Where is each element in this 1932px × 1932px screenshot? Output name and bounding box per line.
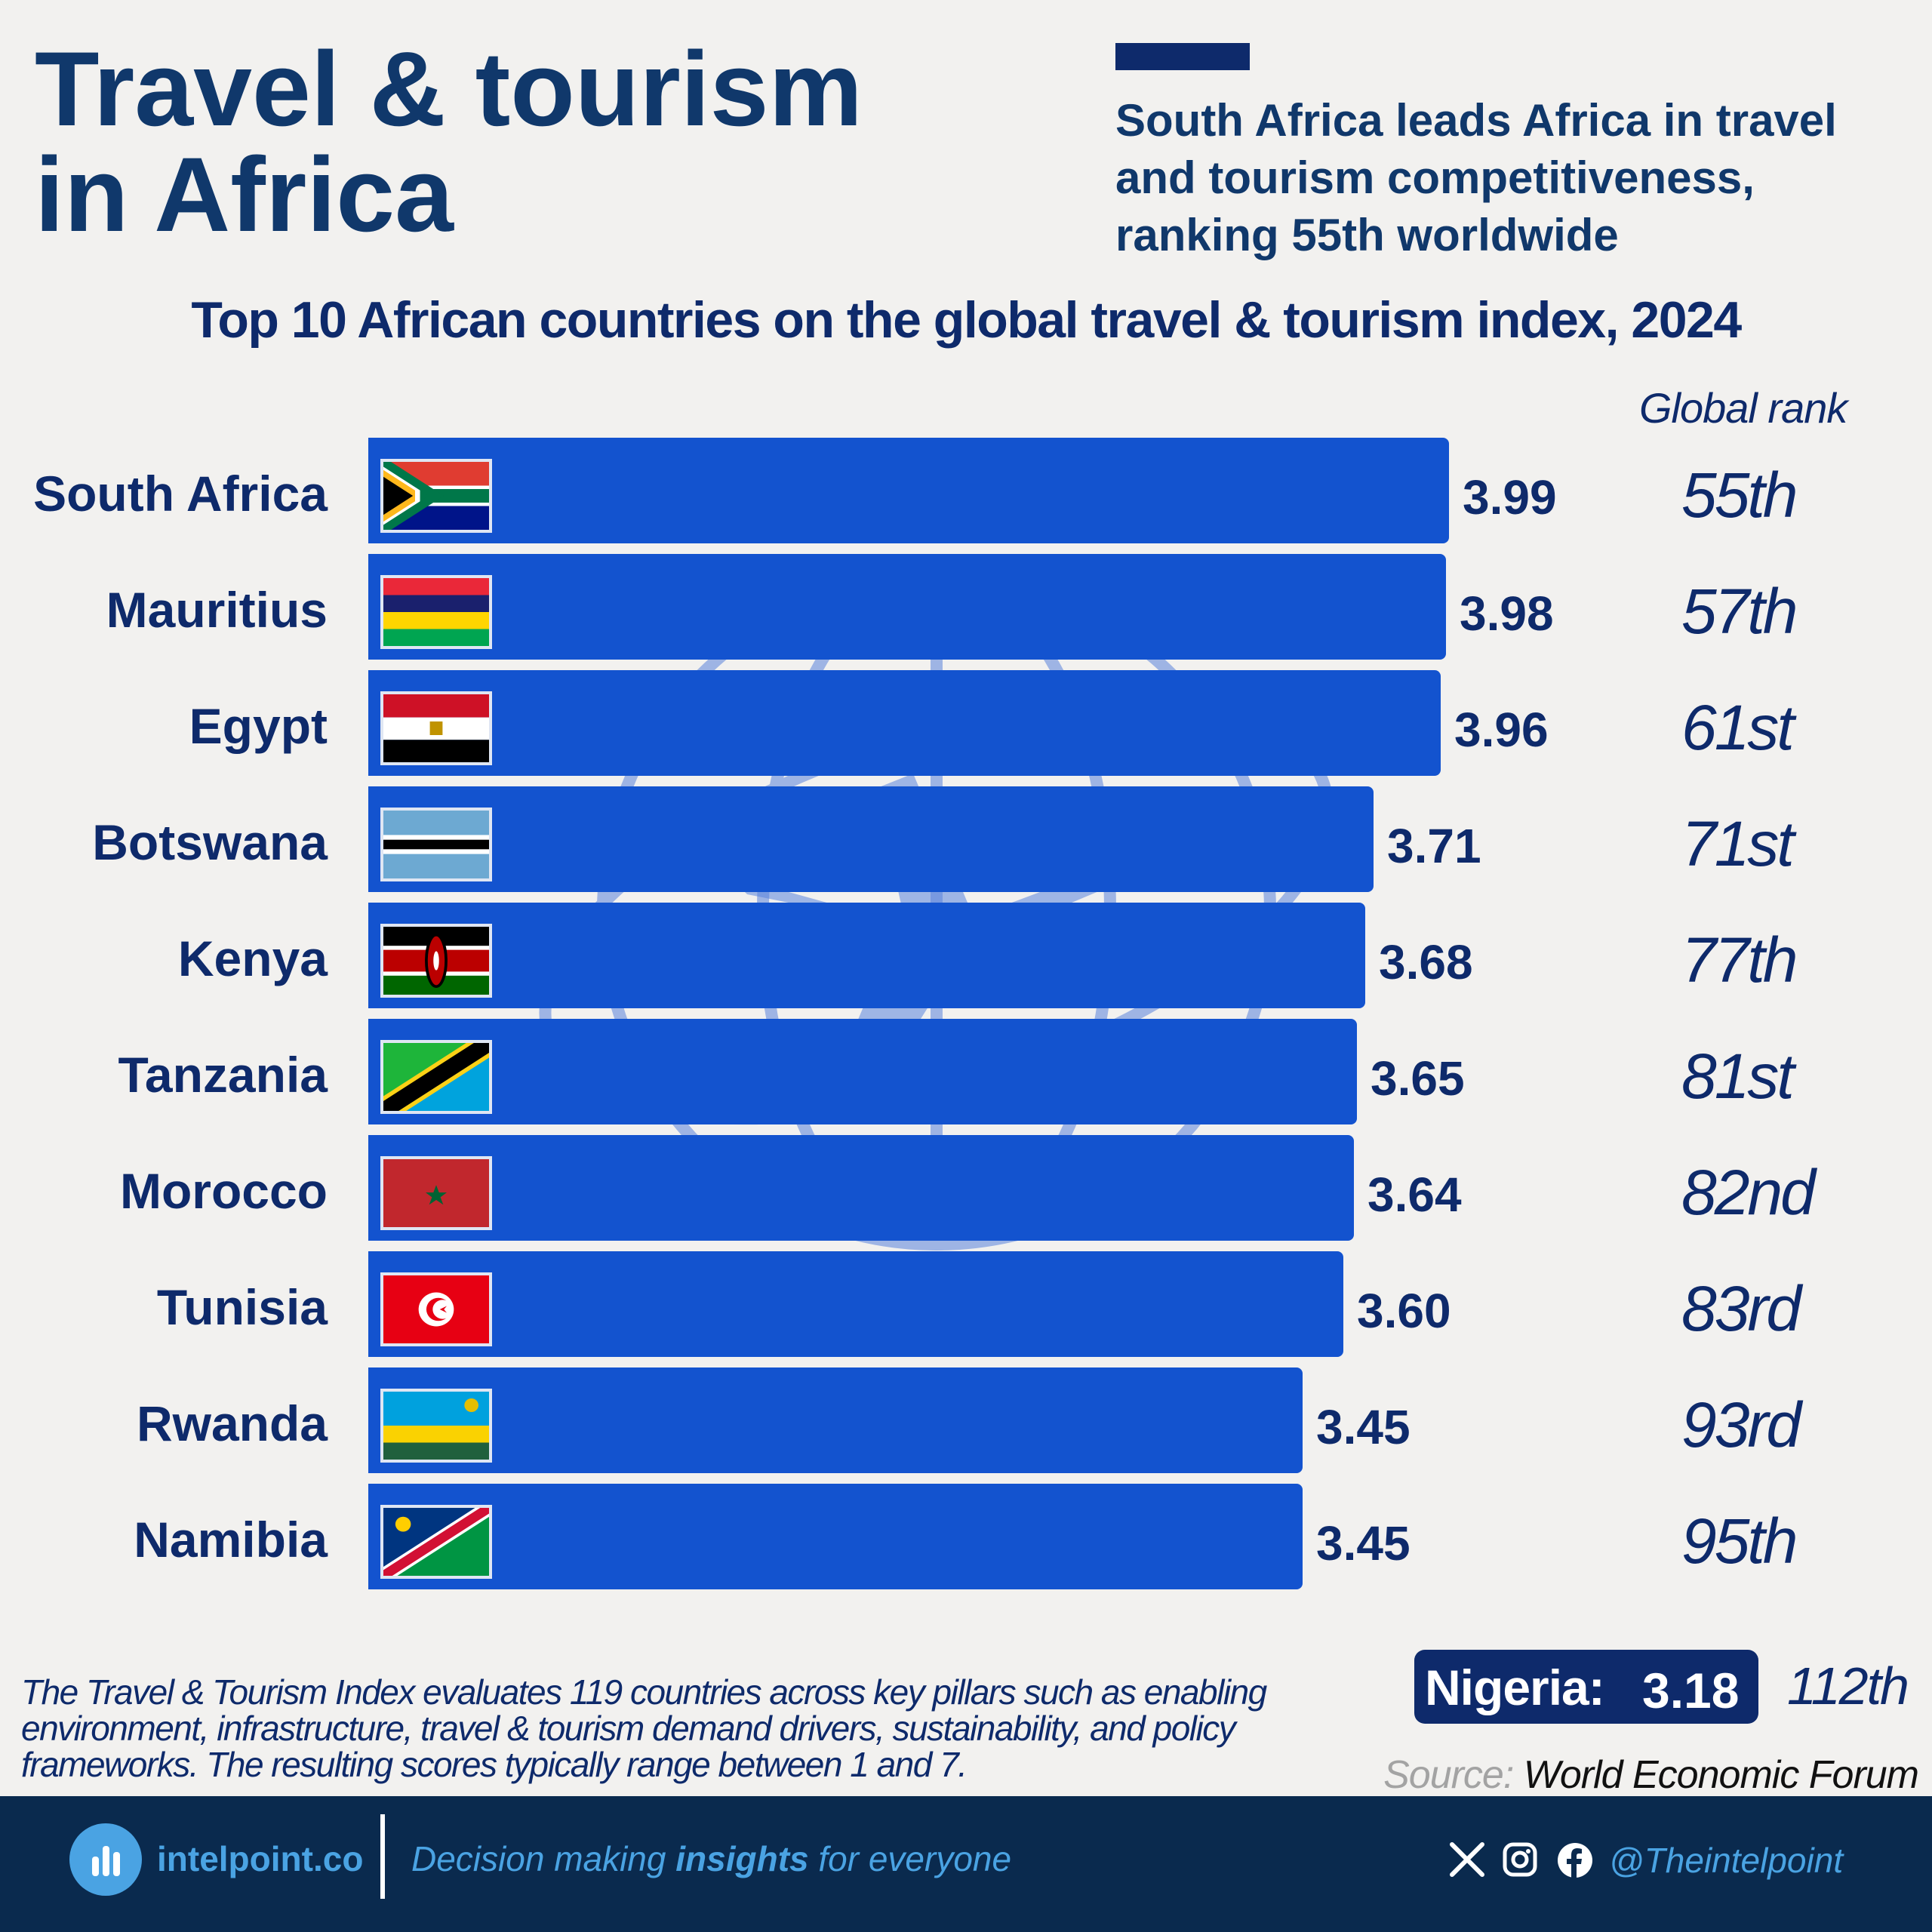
bar <box>368 1367 1303 1473</box>
tagline-pre: Decision making <box>411 1839 676 1878</box>
value-label: 3.64 <box>1367 1168 1462 1222</box>
category-label: Morocco <box>119 1163 328 1219</box>
value-label: 3.68 <box>1379 935 1473 989</box>
bar-chart: South Africa 3.99 55th Mauritius 3.98 57th Egy… <box>0 438 1932 1600</box>
bar-row: Egypt 3.96 61st <box>0 670 1932 776</box>
category-label: Rwanda <box>136 1395 328 1451</box>
category-label: South Africa <box>33 466 328 521</box>
bar-row: Morocco 3.64 82nd <box>0 1135 1932 1241</box>
value-label: 3.71 <box>1387 819 1481 873</box>
value-label: 3.99 <box>1463 470 1557 525</box>
x-icon[interactable] <box>1449 1841 1485 1878</box>
bar-row: Mauritius 3.98 57th <box>0 554 1932 660</box>
chart-title: Top 10 African countries on the global t… <box>191 291 1742 349</box>
mauritius-flag-icon <box>380 575 492 649</box>
rank-label: 61st <box>1681 692 1795 763</box>
bar <box>368 670 1441 776</box>
value-label: 3.65 <box>1371 1051 1465 1106</box>
value-label: 3.96 <box>1454 703 1549 757</box>
tagline-post: for everyone <box>808 1839 1012 1878</box>
rank-label: 57th <box>1681 576 1798 647</box>
rank-label: 83rd <box>1681 1273 1801 1344</box>
brand-link[interactable]: intelpoint.co <box>157 1839 364 1878</box>
bar <box>368 786 1374 892</box>
value-label: 3.45 <box>1316 1400 1411 1454</box>
category-label: Egypt <box>189 698 328 754</box>
accent-bar <box>1115 43 1250 70</box>
bar <box>368 1135 1354 1241</box>
bar <box>368 1019 1357 1124</box>
bar <box>368 903 1365 1008</box>
source-label: Source: <box>1383 1753 1514 1797</box>
category-label: Kenya <box>177 931 328 986</box>
rank-label: 81st <box>1681 1041 1795 1112</box>
rank-label: 93rd <box>1681 1389 1801 1460</box>
source-line: Source: World Economic Forum <box>1383 1752 1919 1798</box>
south-africa-flag-icon <box>380 459 492 533</box>
page-title: Travel & tourism in Africa <box>35 36 1016 248</box>
bar-row: Rwanda 3.45 93rd <box>0 1367 1932 1473</box>
namibia-flag-icon <box>380 1505 492 1579</box>
footer-divider <box>380 1814 385 1899</box>
morocco-flag-icon <box>380 1156 492 1230</box>
rank-label: 71st <box>1681 808 1795 879</box>
bar-row: Botswana 3.71 71st <box>0 786 1932 892</box>
bar-row: Namibia 3.45 95th <box>0 1484 1932 1589</box>
tunisia-flag-icon <box>380 1272 492 1346</box>
tanzania-flag-icon <box>380 1040 492 1114</box>
bar-row: Tanzania 3.65 81st <box>0 1019 1932 1124</box>
rank-label: 77th <box>1681 924 1798 995</box>
nigeria-value: 3.18 <box>1642 1663 1740 1718</box>
value-label: 3.60 <box>1357 1284 1451 1338</box>
bar <box>368 1484 1303 1589</box>
rwanda-flag-icon <box>380 1389 492 1463</box>
bar-row: Kenya 3.68 77th <box>0 903 1932 1008</box>
rank-column-header: Global rank <box>1639 384 1847 432</box>
rank-label: 55th <box>1681 460 1798 531</box>
bar-row: Tunisia 3.60 83rd <box>0 1251 1932 1357</box>
nigeria-label: Nigeria: <box>1425 1660 1605 1715</box>
methodology-note: The Travel & Tourism Index evaluates 119… <box>21 1672 1267 1784</box>
category-label: Namibia <box>134 1512 328 1567</box>
value-label: 3.45 <box>1316 1516 1411 1571</box>
bar <box>368 554 1446 660</box>
instagram-icon[interactable] <box>1502 1841 1538 1878</box>
nigeria-rank: 112th <box>1787 1657 1909 1715</box>
category-label: Tanzania <box>118 1047 328 1103</box>
rank-label: 95th <box>1681 1506 1798 1577</box>
kenya-flag-icon <box>380 924 492 998</box>
nigeria-callout: Nigeria: 3.18 <box>1414 1650 1758 1724</box>
egypt-flag-icon <box>380 691 492 765</box>
category-label: Botswana <box>92 814 328 870</box>
value-label: 3.98 <box>1460 586 1554 641</box>
title-line-1: Travel & tourism <box>35 29 863 148</box>
tagline-bold: insights <box>675 1839 809 1878</box>
intelpoint-logo-icon[interactable] <box>69 1823 142 1896</box>
subtitle: South Africa leads Africa in travel and … <box>1115 95 1837 260</box>
botswana-flag-icon <box>380 808 492 881</box>
category-label: Tunisia <box>156 1279 328 1335</box>
facebook-icon[interactable] <box>1556 1841 1594 1879</box>
category-label: Mauritius <box>106 582 328 638</box>
bar <box>368 438 1449 543</box>
tagline: Decision making insights for everyone <box>411 1838 1011 1879</box>
social-handle[interactable]: @Theintelpoint <box>1609 1841 1844 1880</box>
bar-row: South Africa 3.99 55th <box>0 438 1932 543</box>
footer-bar <box>0 1796 1932 1932</box>
bar <box>368 1251 1343 1357</box>
source-value: World Economic Forum <box>1523 1753 1919 1797</box>
rank-label: 82nd <box>1681 1157 1816 1228</box>
title-line-2: in Africa <box>35 135 454 254</box>
